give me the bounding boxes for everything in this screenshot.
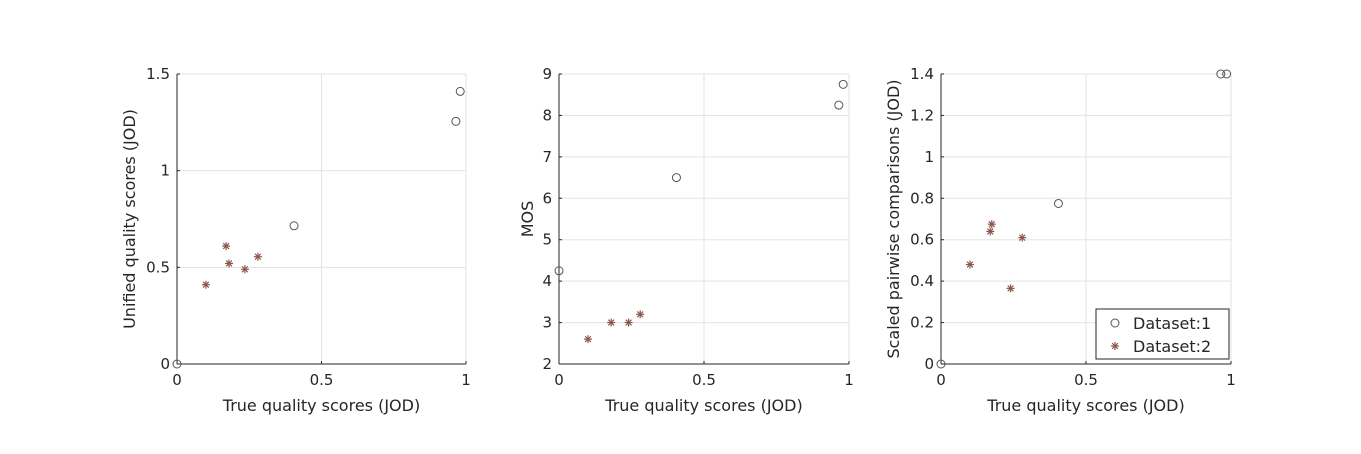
data-point	[222, 242, 231, 251]
y-tick-label: 0	[924, 355, 934, 373]
x-axis-label: True quality scores (JOD)	[222, 396, 420, 415]
data-point	[607, 318, 616, 327]
x-tick-label: 0	[172, 371, 182, 389]
x-tick-label: 0.5	[1074, 371, 1098, 389]
y-tick-label: 8	[542, 106, 552, 124]
data-point	[834, 100, 844, 110]
y-tick-label: 0.5	[146, 258, 170, 276]
chart-panel-2: 0 0.5 1 2 3 4 5 6 7 8 9 True quality scores (JOD) MO…	[518, 65, 854, 415]
y-tick-label: 3	[542, 314, 552, 332]
series-2	[584, 310, 645, 344]
legend-label: Dataset:2	[1133, 337, 1211, 356]
data-point-stroke	[988, 220, 996, 228]
data-point	[455, 86, 465, 96]
data-point	[201, 280, 210, 289]
data-point	[1216, 69, 1226, 79]
legend: Dataset:1 Dataset:2	[1095, 308, 1230, 360]
x-axis-label: True quality scores (JOD)	[604, 396, 802, 415]
data-point	[636, 310, 645, 319]
x-tick-label: 0.5	[692, 371, 716, 389]
series-1	[936, 69, 1232, 369]
legend-marker-stroke	[1111, 342, 1119, 350]
x-tick-label: 0	[554, 371, 564, 389]
y-tick-label: 1.2	[910, 106, 934, 124]
data-point	[554, 266, 564, 276]
data-point	[987, 220, 996, 229]
data-point-stroke	[607, 319, 615, 326]
data-point	[838, 79, 848, 89]
legend-marker	[1111, 342, 1119, 350]
y-tick-label: 4	[542, 272, 552, 290]
series-2	[201, 242, 262, 289]
legend-marker	[1110, 318, 1120, 328]
data-point	[966, 260, 974, 269]
data-point-stroke	[225, 260, 233, 267]
data-point	[936, 359, 946, 369]
data-point-stroke	[986, 228, 994, 235]
y-tick-label: 2	[542, 355, 552, 373]
data-point	[671, 173, 681, 183]
data-point	[240, 265, 249, 274]
data-point	[1053, 198, 1063, 208]
y-tick-label: 0	[160, 355, 170, 373]
data-point-stroke	[202, 281, 210, 289]
y-tick-label: 0.8	[910, 189, 934, 207]
y-axis-label: Unified quality scores (JOD)	[120, 109, 139, 329]
y-tick-label: 6	[542, 189, 552, 207]
series-1	[554, 79, 848, 276]
chart-panel-3: 0 0.5 1 0 0.2 0.4 0.6 0.8 1 1.2 1.4 True quality sc…	[884, 65, 1236, 415]
data-point	[451, 116, 461, 126]
x-tick-label: 1	[1226, 371, 1236, 389]
y-tick-label: 9	[542, 65, 552, 83]
x-tick-label: 1	[844, 371, 854, 389]
data-point	[1222, 69, 1232, 79]
x-tick-label: 1	[461, 371, 471, 389]
series-1	[172, 86, 465, 369]
data-point	[289, 221, 299, 231]
y-tick-label: 1.5	[146, 65, 170, 83]
data-point-stroke	[241, 265, 249, 273]
y-tick-label: 1.4	[910, 65, 934, 83]
y-axis-label: MOS	[518, 201, 537, 238]
data-point-stroke	[254, 253, 262, 261]
data-point-stroke	[625, 319, 632, 326]
y-tick-label: 5	[542, 231, 552, 249]
data-point-stroke	[966, 261, 974, 268]
y-tick-label: 0.4	[910, 272, 934, 290]
data-point	[1018, 233, 1027, 242]
x-tick-label: 0.5	[310, 371, 334, 389]
data-point	[986, 227, 995, 236]
data-point-stroke	[1018, 234, 1026, 241]
x-axis-label: True quality scores (JOD)	[986, 396, 1184, 415]
y-tick-label: 7	[542, 148, 552, 166]
y-tick-label: 1	[160, 162, 170, 180]
series-2	[966, 220, 1027, 293]
legend-label: Dataset:1	[1133, 314, 1211, 333]
y-axis-label: Scaled pairwise comparisons (JOD)	[884, 79, 903, 358]
data-point	[225, 259, 234, 268]
data-point-stroke	[636, 310, 644, 318]
data-point	[172, 359, 182, 369]
y-tick-label: 0.6	[910, 231, 934, 249]
data-point	[253, 252, 262, 261]
x-tick-label: 0	[936, 371, 946, 389]
data-point	[1006, 284, 1015, 293]
y-tick-label: 0.2	[910, 314, 934, 332]
data-point-stroke	[222, 242, 230, 250]
legend-box	[1095, 308, 1230, 360]
chart-panel-1: 0 0.5 1 0 0.5 1 1.5 True quality scores (JOD) Un…	[120, 65, 471, 415]
data-point	[624, 318, 633, 327]
data-point-stroke	[584, 335, 592, 343]
y-tick-label: 1	[924, 148, 934, 166]
data-point-stroke	[1007, 285, 1014, 292]
data-point	[584, 335, 592, 344]
